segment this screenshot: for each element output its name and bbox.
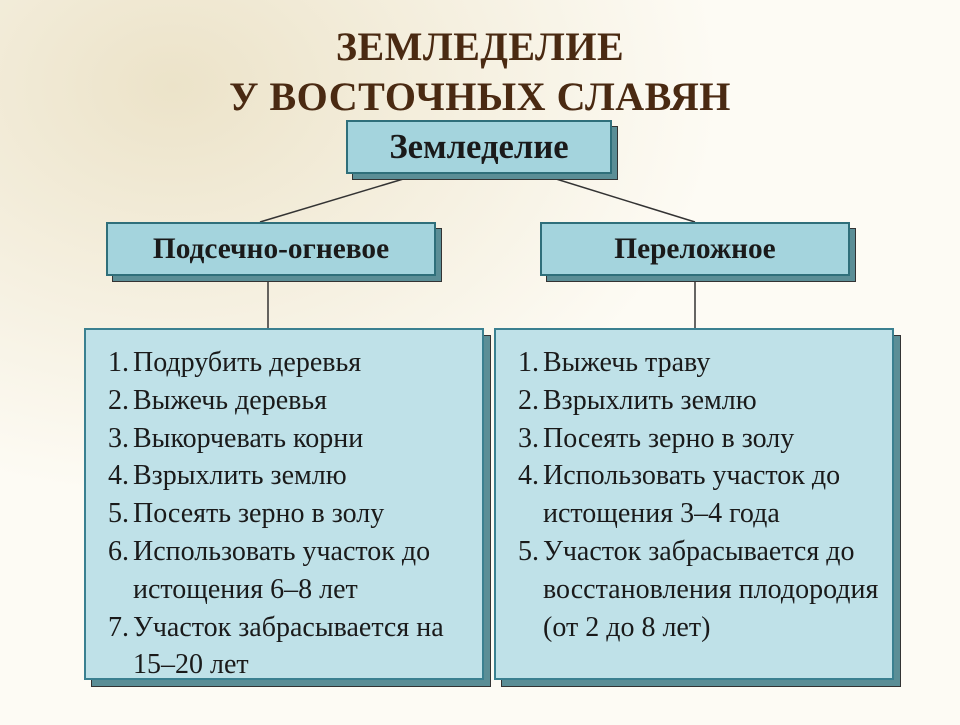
list-item-text: Выжечь траву bbox=[543, 344, 880, 382]
list-item-text: Использовать участок до истощения 6–8 ле… bbox=[133, 533, 470, 609]
list-item-number: 4. bbox=[102, 457, 133, 495]
list-item-number: 6. bbox=[102, 533, 133, 609]
list-item-text: Взрыхлить землю bbox=[133, 457, 470, 495]
list-item-text: Выжечь деревья bbox=[133, 382, 470, 420]
list-item: 3.Посеять зерно в золу bbox=[512, 420, 880, 458]
branch-box-left: Подсечно-огневое bbox=[106, 222, 436, 276]
diagram-content: ЗЕМЛЕДЕЛИЕ У ВОСТОЧНЫХ СЛАВЯН Земледелие… bbox=[0, 0, 960, 720]
list-item-number: 3. bbox=[512, 420, 543, 458]
list-item: 3.Выкорчевать корни bbox=[102, 420, 470, 458]
root-box: Земледелие bbox=[346, 120, 612, 174]
list-item: 1.Подрубить деревья bbox=[102, 344, 470, 382]
list-item-number: 1. bbox=[512, 344, 543, 382]
root-box-label: Земледелие bbox=[389, 128, 568, 167]
page-title: ЗЕМЛЕДЕЛИЕ У ВОСТОЧНЫХ СЛАВЯН bbox=[0, 0, 960, 122]
list-item: 5.Участок забрасывается до восстановлени… bbox=[512, 533, 880, 646]
list-item-number: 3. bbox=[102, 420, 133, 458]
list-item-text: Посеять зерно в золу bbox=[543, 420, 880, 458]
list-item-number: 4. bbox=[512, 457, 543, 533]
list-item-number: 5. bbox=[102, 495, 133, 533]
list-item-number: 2. bbox=[102, 382, 133, 420]
list-item: 2.Выжечь деревья bbox=[102, 382, 470, 420]
title-line-1: ЗЕМЛЕДЕЛИЕ bbox=[0, 22, 960, 72]
list-item-text: Выкорчевать корни bbox=[133, 420, 470, 458]
list-item-number: 7. bbox=[102, 609, 133, 685]
list-item-number: 2. bbox=[512, 382, 543, 420]
list-item-text: Участок забрасывается на 15–20 лет bbox=[133, 609, 470, 685]
list-item: 1.Выжечь траву bbox=[512, 344, 880, 382]
list-item-text: Посеять зерно в золу bbox=[133, 495, 470, 533]
list-item-number: 5. bbox=[512, 533, 543, 646]
branch-label: Подсечно-огневое bbox=[153, 233, 389, 266]
list-item: 4.Использовать участок до истощения 3–4 … bbox=[512, 457, 880, 533]
list-item: 4.Взрыхлить землю bbox=[102, 457, 470, 495]
list-item-number: 1. bbox=[102, 344, 133, 382]
list-item: 5.Посеять зерно в золу bbox=[102, 495, 470, 533]
list-item-text: Взрыхлить землю bbox=[543, 382, 880, 420]
list-item-text: Использовать участок до истощения 3–4 го… bbox=[543, 457, 880, 533]
branch-box-right: Переложное bbox=[540, 222, 850, 276]
list-item: 7.Участок забрасывается на 15–20 лет bbox=[102, 609, 470, 685]
list-item-text: Подрубить деревья bbox=[133, 344, 470, 382]
list-item-text: Участок забрасывается до восстановления … bbox=[543, 533, 880, 646]
list-item: 2.Взрыхлить землю bbox=[512, 382, 880, 420]
branch-label: Переложное bbox=[614, 233, 775, 266]
detail-box-right: 1.Выжечь траву2.Взрыхлить землю3.Посеять… bbox=[494, 328, 894, 680]
title-line-2: У ВОСТОЧНЫХ СЛАВЯН bbox=[0, 72, 960, 122]
detail-box-left: 1.Подрубить деревья2.Выжечь деревья3.Вык… bbox=[84, 328, 484, 680]
list-item: 6.Использовать участок до истощения 6–8 … bbox=[102, 533, 470, 609]
